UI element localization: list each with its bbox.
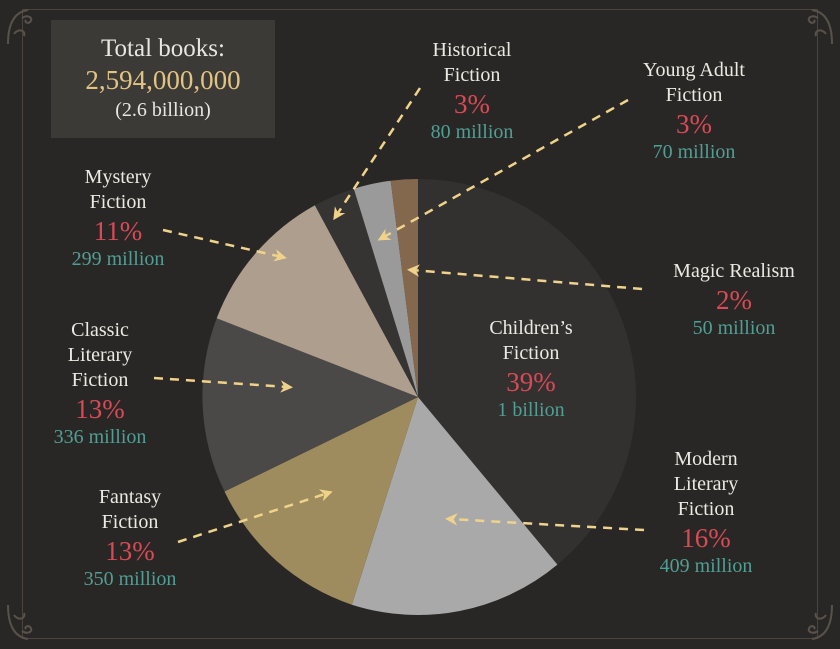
slice-historical-fiction — [314, 188, 418, 397]
slice-modern-literary-fiction — [351, 397, 558, 615]
arrow-magic-realism — [407, 264, 643, 291]
label-fantasy-fiction: Fantasy Fiction 13% 350 million — [83, 486, 177, 590]
arrow-fantasy — [177, 489, 333, 544]
label-historical-fiction: Historical Fiction 3% 80 million — [430, 39, 514, 143]
slice-mystery-fiction — [216, 205, 418, 397]
total-value: 2,594,000,000 — [85, 65, 241, 95]
ornament-bottom-right-icon — [807, 604, 833, 640]
ornament-top-left-icon — [7, 9, 33, 45]
arrow-mystery — [162, 228, 287, 262]
slice-young-adult-fiction — [353, 180, 418, 397]
total-approx: (2.6 billion) — [115, 99, 211, 121]
arrow-modern — [445, 513, 645, 532]
slice-classic-literary-fiction — [202, 318, 418, 492]
total-books-box: Total books: 2,594,000,000 (2.6 billion) — [51, 20, 275, 138]
ornament-bottom-left-icon — [7, 604, 33, 640]
decorative-frame — [22, 9, 818, 639]
total-label: Total books: — [101, 35, 225, 62]
label-young-adult-fiction: Young Adult Fiction 3% 70 million — [643, 59, 745, 163]
ornament-top-right-icon — [807, 9, 833, 45]
slice-childrens-fiction — [418, 179, 636, 565]
label-modern-literary-fiction: Modern Literary Fiction 16% 409 million — [659, 448, 753, 577]
label-classic-literary-fiction: Classic Literary Fiction 13% 336 million — [53, 319, 147, 448]
slice-magic-realism — [390, 178, 418, 397]
arrow-classic — [153, 376, 293, 393]
label-magic-realism: Magic Realism 2% 50 million — [673, 260, 795, 339]
label-childrens-fiction: Children’s Fiction 39% 1 billion — [489, 317, 573, 421]
label-mystery-fiction: Mystery Fiction 11% 299 million — [71, 166, 165, 270]
